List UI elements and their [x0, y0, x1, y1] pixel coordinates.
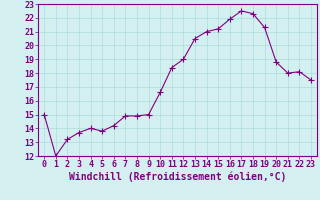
X-axis label: Windchill (Refroidissement éolien,°C): Windchill (Refroidissement éolien,°C): [69, 172, 286, 182]
